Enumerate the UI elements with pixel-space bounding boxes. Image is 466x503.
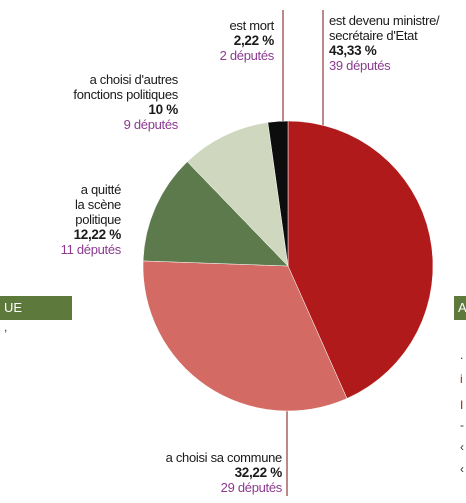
right-letter-3: I — [460, 398, 464, 412]
right-letter-2: i — [460, 372, 463, 386]
label-commune: a choisi sa commune 32,22 % 29 députés — [165, 450, 283, 495]
slice-left-politics — [142, 161, 289, 267]
left-band-text: UE — [4, 300, 23, 315]
label-other-functions-count: 9 députés — [123, 117, 179, 132]
right-band-text: A — [458, 300, 466, 315]
label-minister-count: 39 députés — [329, 58, 391, 73]
label-left-politics-count: 11 députés — [60, 242, 122, 257]
label-left-politics-percent: 12,22 % — [73, 227, 122, 242]
label-dead-percent: 2,22 % — [233, 33, 275, 48]
slice-commune — [142, 260, 348, 412]
leader-lines — [282, 10, 324, 496]
label-left-politics-text: a quitté la scène politique — [74, 182, 121, 227]
label-other-functions-percent: 10 % — [148, 102, 178, 117]
label-left-politics: a quitté la scène politique 12,22 % 11 d… — [60, 182, 122, 257]
label-commune-count: 29 députés — [220, 480, 283, 495]
right-letter-1: . — [460, 348, 464, 362]
label-minister-text: est devenu ministre/ secrétaire d'Etat — [329, 13, 440, 43]
right-letter-5: ‹ — [460, 440, 464, 454]
right-section-band: A — [454, 296, 466, 320]
label-dead: est mort 2,22 % 2 députés — [219, 18, 275, 63]
label-dead-count: 2 députés — [219, 48, 275, 63]
label-other-functions: a choisi d'autres fonctions politiques 1… — [73, 72, 178, 132]
left-section-band: UE — [0, 296, 72, 320]
slice-other-functions — [186, 122, 289, 267]
slice-dead — [267, 120, 289, 267]
slice-minister — [287, 120, 434, 399]
pie-slices — [142, 120, 434, 412]
left-text-fragment: , — [4, 320, 8, 334]
label-commune-percent: 32,22 % — [234, 465, 283, 480]
label-dead-text: est mort — [229, 18, 274, 33]
right-letter-6: ‹ — [460, 462, 464, 476]
label-commune-text: a choisi sa commune — [165, 450, 283, 465]
label-other-functions-text: a choisi d'autres fonctions politiques — [73, 72, 178, 102]
right-letter-4: - — [460, 418, 464, 432]
label-minister: est devenu ministre/ secrétaire d'Etat 4… — [329, 13, 440, 73]
label-minister-percent: 43,33 % — [329, 43, 377, 58]
